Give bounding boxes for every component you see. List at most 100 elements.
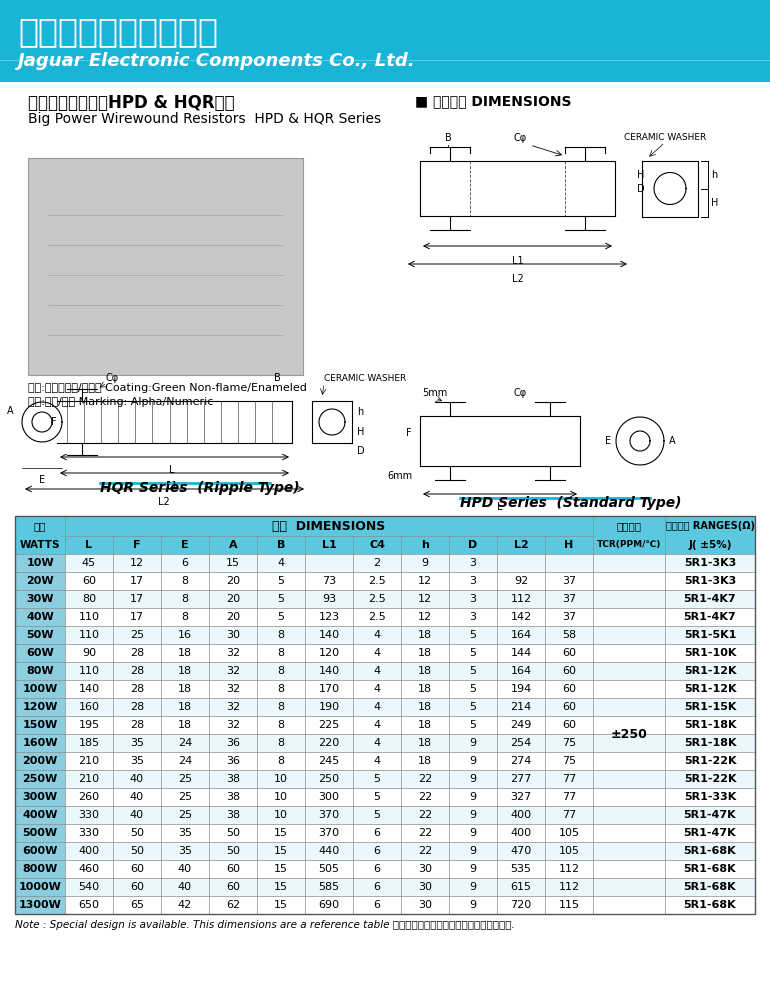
Text: TCR(PPM/℃): TCR(PPM/℃) [597,540,661,549]
Bar [65,788,113,806]
Bar [353,806,401,824]
Text: 110: 110 [79,630,99,640]
Bar [449,590,497,608]
Bar [665,590,755,608]
Text: 92: 92 [514,576,528,586]
Bar [209,806,257,824]
Bar [305,608,353,626]
Bar [401,788,449,806]
Bar [209,842,257,860]
Text: 37: 37 [562,576,576,586]
Bar [497,554,545,572]
Bar [161,734,209,752]
Bar [65,536,113,554]
Text: 17: 17 [130,612,144,622]
Text: 40W: 40W [26,612,54,622]
Text: 60W: 60W [26,648,54,658]
Text: 210: 210 [79,774,99,784]
Text: 9: 9 [470,774,477,784]
Bar [593,716,665,734]
Bar [257,554,305,572]
Text: 15: 15 [274,864,288,874]
Bar [113,572,161,590]
Text: 5R1-12K: 5R1-12K [684,684,736,694]
Text: 5R1-5K1: 5R1-5K1 [684,630,736,640]
Bar [161,752,209,770]
Bar [545,788,593,806]
Text: 37: 37 [562,594,576,604]
Text: 75: 75 [562,756,576,766]
Text: 225: 225 [318,720,340,730]
Bar [545,590,593,608]
Text: 300W: 300W [22,792,58,802]
Bar [353,572,401,590]
Bar [665,770,755,788]
Text: HQR Series  (Ripple Type): HQR Series (Ripple Type) [100,481,300,495]
Bar [209,572,257,590]
Bar [257,536,305,554]
Bar [113,842,161,860]
Bar [497,896,545,914]
Text: 35: 35 [130,738,144,748]
Text: 9: 9 [470,882,477,892]
Text: E: E [605,436,611,446]
Bar [449,806,497,824]
Bar [113,896,161,914]
Text: Cφ: Cφ [514,133,527,143]
Bar [353,752,401,770]
Bar [497,770,545,788]
Bar [545,752,593,770]
Bar [665,572,755,590]
Text: 65: 65 [130,900,144,910]
Text: 4: 4 [373,666,380,676]
Text: D: D [468,540,477,550]
Text: 160: 160 [79,702,99,712]
Bar [65,896,113,914]
Bar [15,824,65,842]
Text: HPD Series  (Standard Type): HPD Series (Standard Type) [460,496,681,510]
Bar [257,716,305,734]
Bar [65,878,113,896]
Text: 9: 9 [470,810,477,820]
Text: 5: 5 [277,612,284,622]
Bar [665,860,755,878]
Bar [665,842,755,860]
Bar [545,896,593,914]
Text: 93: 93 [322,594,336,604]
Text: 6: 6 [373,864,380,874]
Bar [449,770,497,788]
Text: 6: 6 [373,882,380,892]
Bar [113,860,161,878]
Bar [593,680,665,698]
Text: 60: 60 [130,882,144,892]
Text: 6: 6 [182,558,189,568]
Bar [209,824,257,842]
Text: 5R1-68K: 5R1-68K [684,882,736,892]
Text: 4: 4 [277,558,285,568]
Bar [257,662,305,680]
Bar [257,590,305,608]
Text: 5: 5 [373,774,380,784]
Bar [545,536,593,554]
Text: 254: 254 [511,738,531,748]
Text: 45: 45 [82,558,96,568]
Bar [449,680,497,698]
Text: 20: 20 [226,594,240,604]
Text: L1: L1 [166,481,178,491]
Text: A: A [669,436,675,446]
Text: 140: 140 [79,684,99,694]
Text: 20: 20 [226,612,240,622]
Text: 500W: 500W [22,828,58,838]
Bar [449,572,497,590]
Text: 8: 8 [277,756,285,766]
Bar [353,698,401,716]
Text: 阻值范圍 RANGES(Ω): 阻值范圍 RANGES(Ω) [665,521,755,531]
Bar [305,842,353,860]
Bar [353,770,401,788]
Text: h: h [711,169,717,179]
Bar [353,626,401,644]
Text: 77: 77 [562,774,576,784]
Text: L2: L2 [511,274,524,284]
Text: 142: 142 [511,612,531,622]
Text: 210: 210 [79,756,99,766]
